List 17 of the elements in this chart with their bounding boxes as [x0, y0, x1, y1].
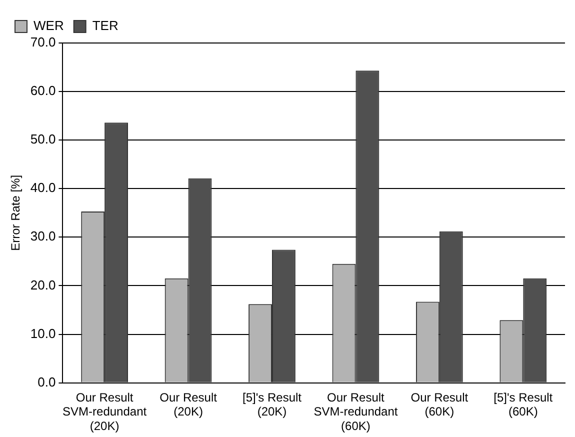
y-axis-title: Error Rate [%] [8, 174, 23, 251]
x-tick-label: [5]'s Result (60K) [494, 390, 554, 419]
x-tick-label: [5]'s Result (20K) [242, 390, 302, 419]
y-tick-label: 20.0 [30, 277, 56, 292]
x-tick-label: Our Result (60K) [410, 390, 469, 419]
y-tick-label: 10.0 [30, 326, 56, 341]
y-tick-label: 70.0 [30, 34, 56, 50]
y-tick-label: 60.0 [30, 83, 56, 98]
y-tick-label: 40.0 [30, 180, 56, 196]
x-tick-label: Our Result SVM-redundant (20K) [62, 390, 148, 434]
y-tick-label: 0.0 [38, 374, 56, 390]
y-tick-label: 30.0 [30, 228, 56, 244]
x-tick-label: Our Result SVM-redundant (60K) [314, 390, 398, 434]
x-tick-label: Our Result (20K) [160, 390, 218, 419]
legend-label: TER [92, 18, 118, 34]
y-tick-label: 50.0 [30, 132, 56, 147]
legend-label: WER [34, 18, 64, 34]
